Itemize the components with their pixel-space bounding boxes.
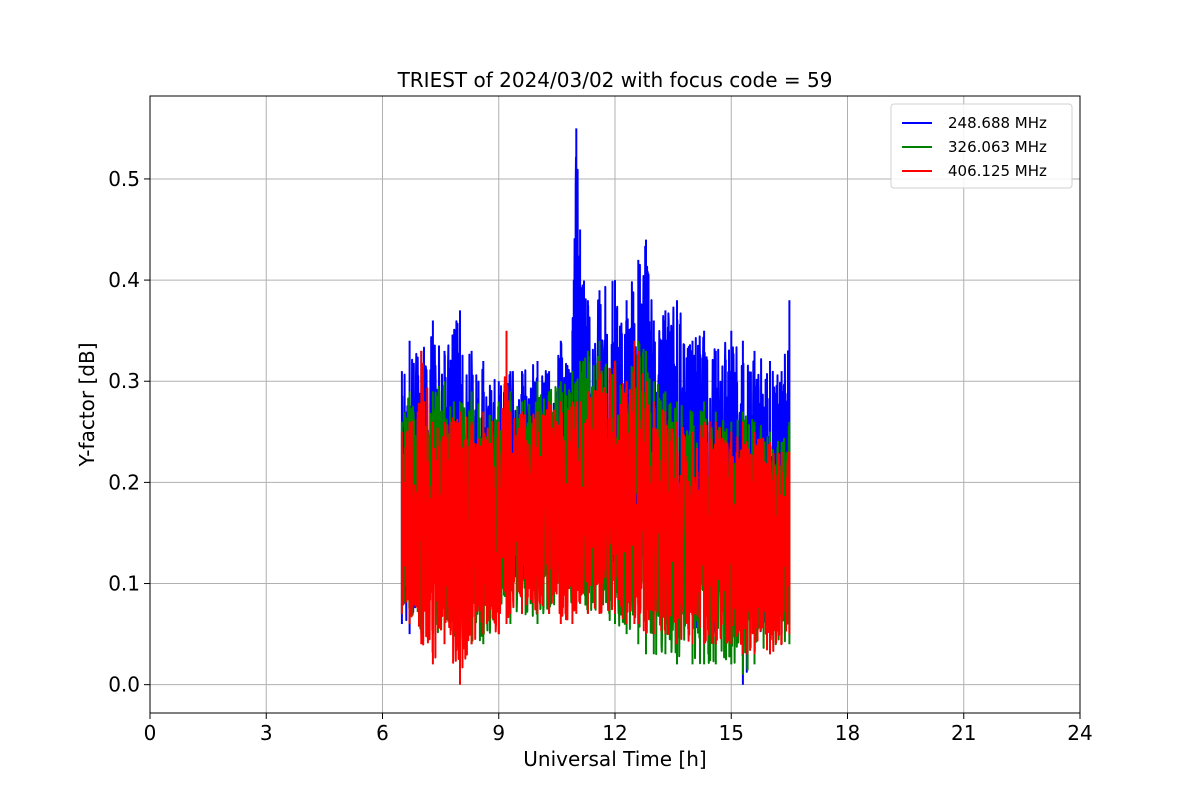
x-tick-label: 3 — [260, 721, 273, 745]
x-tick-label: 21 — [951, 721, 976, 745]
y-tick-label: 0.2 — [108, 470, 140, 494]
legend: 248.688 MHz 326.063 MHz 406.125 MHz — [890, 103, 1073, 189]
y-axis-label: Y-factor [dB] — [75, 342, 99, 467]
y-tick-label: 0.5 — [108, 167, 140, 191]
x-tick-label: 24 — [1067, 721, 1092, 745]
legend-box — [890, 103, 1073, 189]
y-tick-label: 0.1 — [108, 572, 140, 596]
x-tick-label: 18 — [835, 721, 860, 745]
x-axis-label: Universal Time [h] — [523, 747, 706, 771]
x-tick-label: 6 — [376, 721, 389, 745]
series-line-3 — [400, 330, 791, 685]
series-layer — [400, 128, 791, 685]
x-tick-label: 9 — [492, 721, 505, 745]
ticks: 0 3 6 9 12 15 18 21 24 0.0 0.1 0.2 0.3 0.4 0.5 — [108, 167, 1093, 745]
legend-label-2: 326.063 MHz — [948, 138, 1047, 156]
x-tick-label: 15 — [719, 721, 744, 745]
y-tick-label: 0.0 — [108, 673, 140, 697]
chart-title: TRIEST of 2024/03/02 with focus code = 5… — [397, 68, 833, 92]
legend-label-1: 248.688 MHz — [948, 114, 1047, 132]
x-tick-label: 12 — [602, 721, 627, 745]
y-tick-label: 0.3 — [108, 369, 140, 393]
y-tick-label: 0.4 — [108, 268, 140, 292]
x-tick-label: 0 — [144, 721, 157, 745]
legend-label-3: 406.125 MHz — [948, 162, 1047, 180]
